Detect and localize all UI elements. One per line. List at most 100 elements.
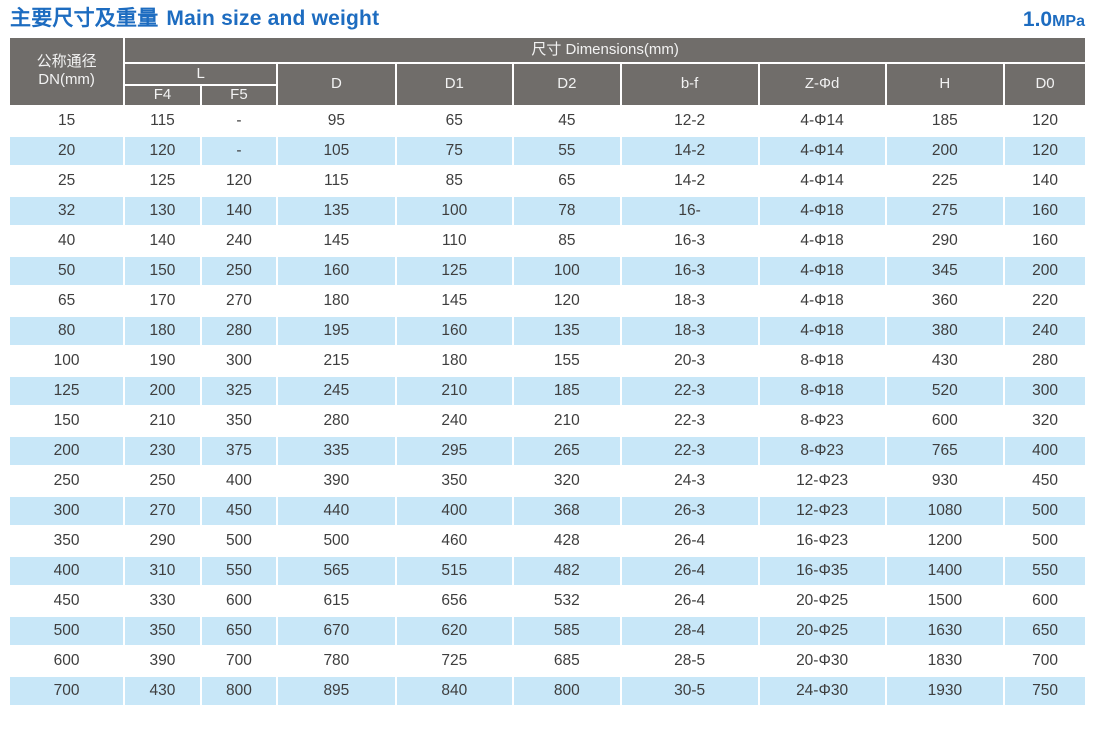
table-cell: 400	[7, 554, 126, 587]
header-cell-d0: D0	[1003, 62, 1087, 107]
table-cell: 800	[512, 674, 622, 707]
table-cell: 290	[123, 524, 202, 557]
table-cell: 100	[512, 254, 622, 287]
table-row: 200 230 375 335 295 265 22-3 8-Φ23 765 400	[7, 434, 1087, 467]
table-cell: 22-3	[619, 404, 760, 437]
table-cell: 26-4	[619, 584, 760, 617]
table-cell: 210	[512, 404, 622, 437]
table-cell: 85	[394, 164, 515, 197]
table-cell: 440	[276, 494, 397, 527]
table-cell: 20-Φ25	[757, 584, 887, 617]
table-cell: 265	[512, 434, 622, 467]
table-cell: 26-3	[619, 494, 760, 527]
table-cell: 8-Φ18	[757, 374, 887, 407]
table-cell: 600	[199, 584, 279, 617]
table-cell: 430	[123, 674, 202, 707]
table-cell: 40	[7, 224, 126, 257]
table-cell: 50	[7, 254, 126, 287]
table-cell: 55	[512, 134, 622, 167]
table-cell: 500	[276, 524, 397, 557]
table-cell: 700	[1003, 644, 1087, 677]
table-cell: 750	[1003, 674, 1087, 707]
table-cell: 400	[199, 464, 279, 497]
table-cell: 22-3	[619, 434, 760, 467]
table-cell: 160	[394, 314, 515, 347]
page-title-en: Main size and weight	[166, 7, 380, 30]
table-cell: 4-Φ14	[757, 164, 887, 197]
header-cell-h: H	[884, 62, 1006, 107]
table-cell: 16-	[619, 194, 760, 227]
table-cell: 210	[123, 404, 202, 437]
table-row: 100 190 300 215 180 155 20-3 8-Φ18 430 280	[7, 344, 1087, 377]
table-cell: 1930	[884, 674, 1006, 707]
table-cell: 335	[276, 434, 397, 467]
header-cell-zphid: Z-Φd	[757, 62, 887, 107]
table-cell: 450	[7, 584, 126, 617]
table-cell: 350	[7, 524, 126, 557]
table-cell: 28-4	[619, 614, 760, 647]
table-cell: 300	[7, 494, 126, 527]
table-cell: 150	[7, 404, 126, 437]
table-cell: 195	[276, 314, 397, 347]
table-cell: 190	[123, 344, 202, 377]
table-cell: 26-4	[619, 524, 760, 557]
table-cell: 4-Φ14	[757, 104, 887, 137]
table-cell: -	[199, 134, 279, 167]
header-row-dimensions: 公称通径 DN(mm) 尺寸 Dimensions(mm)	[7, 36, 1087, 107]
table-cell: 245	[276, 374, 397, 407]
table-cell: 160	[1003, 194, 1087, 227]
table-cell: 700	[7, 674, 126, 707]
table-cell: 350	[394, 464, 515, 497]
table-header: 公称通径 DN(mm) 尺寸 Dimensions(mm) L D D1 D2 …	[7, 36, 1087, 107]
table-cell: 895	[276, 674, 397, 707]
table-cell: 390	[123, 644, 202, 677]
table-cell: 65	[512, 164, 622, 197]
table-cell: 16-3	[619, 224, 760, 257]
header-cell-dn: 公称通径 DN(mm)	[7, 36, 126, 107]
table-cell: 185	[884, 104, 1006, 137]
table-row: 450 330 600 615 656 532 26-4 20-Φ25 1500 600	[7, 584, 1087, 617]
table-cell: 120	[512, 284, 622, 317]
table-cell: 280	[1003, 344, 1087, 377]
table-row: 500 350 650 670 620 585 28-4 20-Φ25 1630 650	[7, 614, 1087, 647]
header-cell-f5: F5	[199, 84, 279, 107]
table-cell: 18-3	[619, 314, 760, 347]
table-row: 700 430 800 895 840 800 30-5 24-Φ30 1930 750	[7, 674, 1087, 707]
table-row: 20 120-105 75 55 14-2 4-Φ14 200 120	[7, 134, 1087, 167]
table-cell: 550	[1003, 554, 1087, 587]
table-cell: 85	[512, 224, 622, 257]
table-cell: 145	[276, 224, 397, 257]
page-title-zh: 主要尺寸及重量	[10, 7, 159, 30]
dn-label-line1: 公称通径	[36, 52, 97, 70]
table-cell: 500	[1003, 494, 1087, 527]
pressure-value: 1.0	[1022, 8, 1053, 31]
header-cell-d1: D1	[394, 62, 515, 107]
table-cell: 140	[123, 224, 202, 257]
table-cell: 1830	[884, 644, 1006, 677]
table-cell: 12-Φ23	[757, 494, 887, 527]
table-row: 400 310 550 565 515 482 26-4 16-Φ35 1400 550	[7, 554, 1087, 587]
table-cell: 95	[276, 104, 397, 137]
table-cell: 270	[199, 284, 279, 317]
table-row: 15 115-95 65 45 12-2 4-Φ14 185 120	[7, 104, 1087, 137]
table-cell: 240	[394, 404, 515, 437]
table-cell: 800	[199, 674, 279, 707]
table-cell: 290	[884, 224, 1006, 257]
table-row: 350 290 500 500 460 428 26-4 16-Φ23 1200 500	[7, 524, 1087, 557]
table-body: 15 115-95 65 45 12-2 4-Φ14 185 120 20 120-105 75 55…	[7, 104, 1087, 707]
table-cell: 120	[123, 134, 202, 167]
table-cell: 200	[123, 374, 202, 407]
table-cell: 482	[512, 554, 622, 587]
table-cell: 310	[123, 554, 202, 587]
table-cell: 100	[7, 344, 126, 377]
table-cell: 180	[394, 344, 515, 377]
table-cell: 16-Φ35	[757, 554, 887, 587]
dimensions-table: 公称通径 DN(mm) 尺寸 Dimensions(mm) L D D1 D2 …	[7, 36, 1087, 707]
table-cell: 300	[199, 344, 279, 377]
table-cell: 930	[884, 464, 1006, 497]
table-cell: 450	[199, 494, 279, 527]
table-cell: 685	[512, 644, 622, 677]
table-row: 600 390 700 780 725 685 28-5 20-Φ30 1830 700	[7, 644, 1087, 677]
table-cell: -	[199, 104, 279, 137]
